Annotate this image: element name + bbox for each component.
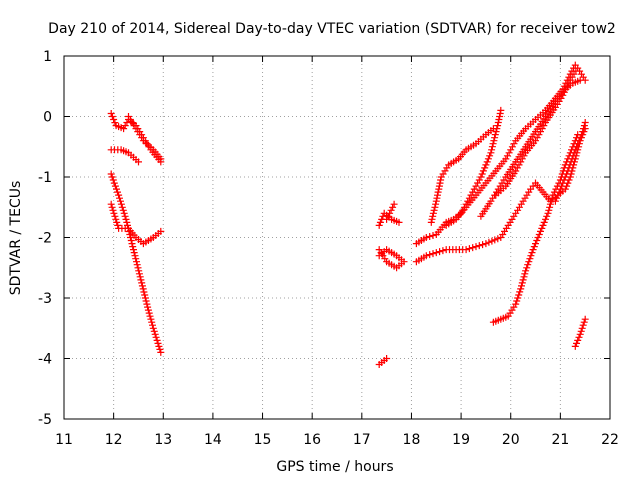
data-point-markers (571, 315, 589, 350)
data-point-markers (492, 64, 589, 199)
x-tick-label: 17 (353, 432, 371, 448)
data-segment-s7 (375, 209, 403, 229)
data-point-markers (375, 355, 391, 368)
y-tick-label: -5 (38, 412, 52, 428)
x-tick-label: 21 (551, 432, 569, 448)
data-segment-s4 (107, 200, 165, 248)
data-segment-s12 (427, 125, 497, 226)
data-point-markers (383, 200, 398, 223)
x-tick-label: 20 (502, 432, 520, 448)
x-tick-label: 12 (105, 432, 123, 448)
y-tick-label: -3 (38, 291, 52, 307)
x-tick-label: 19 (452, 432, 470, 448)
y-tick-label: 0 (43, 110, 52, 126)
y-tick-label: -2 (38, 231, 52, 247)
chart-title: Day 210 of 2014, Sidereal Day-to-day VTE… (48, 21, 616, 37)
data-point-markers (107, 170, 165, 356)
data-segment-s5 (107, 170, 165, 356)
data-segment-s8 (383, 200, 398, 223)
data-point-markers (375, 209, 403, 229)
x-tick-label: 22 (601, 432, 619, 448)
data-segment-s3 (125, 113, 165, 163)
y-tick-label: 1 (43, 49, 52, 65)
y-tick-label: -4 (38, 352, 52, 368)
data-segment-s9 (375, 246, 408, 272)
data-point-markers (427, 125, 497, 226)
data-point-markers (489, 131, 582, 326)
data-point-markers (107, 146, 142, 166)
data-points (107, 61, 589, 368)
data-point-markers (375, 246, 408, 272)
data-segment-s2 (107, 146, 142, 166)
data-segment-s17 (551, 119, 589, 205)
grid (64, 56, 610, 419)
x-tick-label: 14 (204, 432, 222, 448)
axis-ticks: 11 12 13 14 15 16 17 18 19 20 21 22 1 0 -1 -2 -3 -4 -5 (38, 49, 619, 448)
plot-frame (63, 55, 611, 420)
data-segment-s6 (375, 355, 391, 368)
data-point-markers (551, 119, 589, 205)
y-axis-label: SDTVAR / TECUs (8, 181, 24, 296)
x-tick-label: 15 (254, 432, 272, 448)
y-tick-label: -1 (38, 170, 52, 186)
data-segment-s15 (492, 64, 589, 199)
data-point-markers (125, 113, 165, 163)
data-segment-s16 (489, 131, 582, 326)
x-tick-label: 11 (55, 432, 73, 448)
x-axis-label: GPS time / hours (276, 459, 393, 475)
data-segment-s18 (571, 315, 589, 350)
x-tick-label: 16 (303, 432, 321, 448)
x-tick-label: 13 (154, 432, 172, 448)
data-point-markers (107, 200, 165, 248)
x-tick-label: 18 (403, 432, 421, 448)
